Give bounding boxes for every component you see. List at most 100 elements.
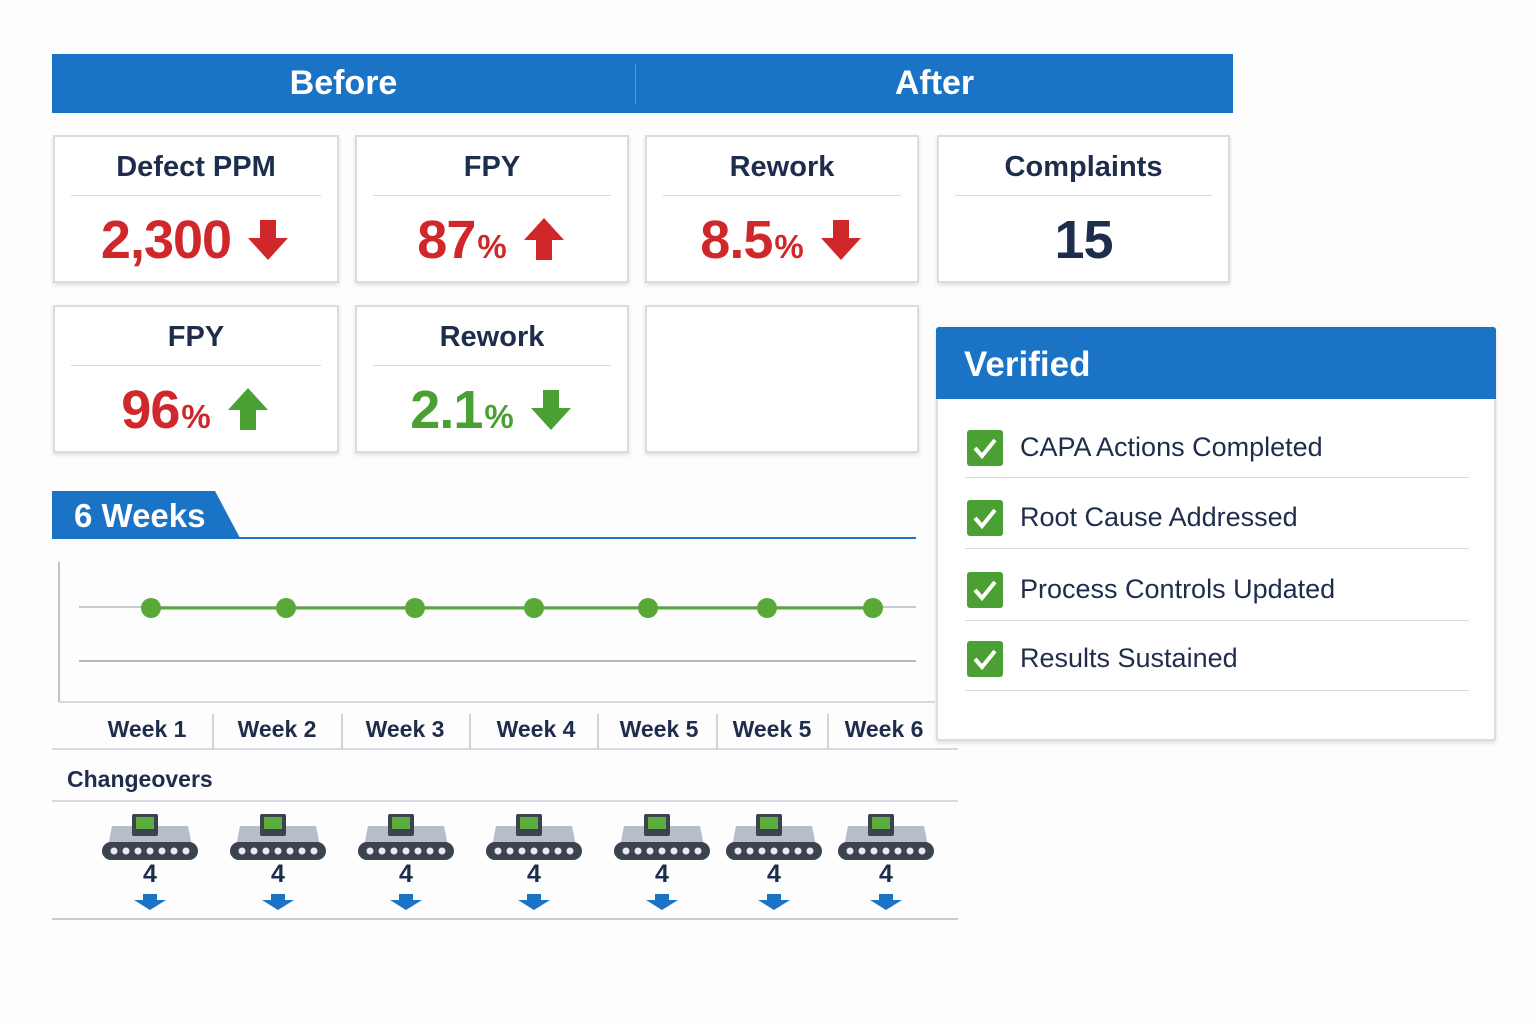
verified-title: Verified <box>964 345 1091 384</box>
conveyor-icon <box>102 814 198 910</box>
belt-roller <box>506 847 514 855</box>
belt-roller <box>426 847 434 855</box>
belt-roller <box>414 847 422 855</box>
belt-roller <box>746 847 754 855</box>
trend-arrow <box>523 218 564 260</box>
belt-roller <box>390 847 398 855</box>
check-box-fill <box>967 572 1003 608</box>
belt-roller <box>518 847 526 855</box>
belt-roller <box>402 847 410 855</box>
conveyor-icon <box>486 814 582 910</box>
belt-roller <box>906 847 914 855</box>
belt-roller <box>286 847 294 855</box>
trend-arrow-shape <box>820 220 861 260</box>
kpi-value-row: 2.1% <box>357 379 627 441</box>
changeover-count: 4 <box>767 860 781 888</box>
belt-roller <box>158 847 166 855</box>
after-label: After <box>894 64 975 102</box>
kpi-unit: % <box>484 398 514 435</box>
week-point <box>405 598 425 618</box>
trend-arrow <box>820 220 861 260</box>
before-label: Before <box>289 64 398 102</box>
belt-roller <box>554 847 562 855</box>
belt-roller <box>566 847 574 855</box>
week-point <box>524 598 544 618</box>
kpi-card: Complaints 15 <box>937 135 1230 283</box>
down-arrow <box>870 894 902 910</box>
checklist-item: Results Sustained <box>1020 643 1238 673</box>
header-bar <box>52 54 1233 113</box>
machine-screen <box>136 817 154 829</box>
kpi-label: Complaints <box>1004 151 1163 183</box>
kpi-value: 87 <box>417 210 476 270</box>
belt-roller <box>134 847 142 855</box>
kpi-unit: % <box>477 228 507 265</box>
belt-roller <box>806 847 814 855</box>
belt-roller <box>918 847 926 855</box>
kpi-value-row: 96% <box>55 379 337 441</box>
kpi-unit: % <box>774 228 804 265</box>
trend-arrow <box>248 220 289 260</box>
machine-screen <box>264 817 282 829</box>
machine-screen <box>760 817 778 829</box>
checklist-rule <box>965 690 1469 691</box>
check-box <box>967 641 1003 677</box>
kpi-unit: % <box>181 398 211 435</box>
belt-roller <box>670 847 678 855</box>
kpi-value: 15 <box>1054 210 1113 270</box>
belt-roller <box>298 847 306 855</box>
week-point <box>638 598 658 618</box>
check-box-fill <box>967 500 1003 536</box>
belt-roller <box>146 847 154 855</box>
belt-roller <box>110 847 118 855</box>
down-arrow <box>390 894 422 910</box>
changeover-count: 4 <box>655 860 669 888</box>
belt-roller <box>182 847 190 855</box>
belt-roller <box>846 847 854 855</box>
belt-roller <box>646 847 654 855</box>
belt-roller <box>682 847 690 855</box>
week-point <box>757 598 777 618</box>
week-label: Week 2 <box>237 716 317 742</box>
verified-panel: Verified CAPA Actions Completed Root Caus… <box>936 327 1496 741</box>
checklist-rule <box>965 548 1469 549</box>
week-point <box>141 598 161 618</box>
week-label: Week 6 <box>844 716 924 742</box>
kpi-separator <box>373 365 611 366</box>
check-box-fill <box>967 430 1003 466</box>
belt-roller <box>274 847 282 855</box>
changeover-count: 4 <box>527 860 541 888</box>
belt-roller <box>530 847 538 855</box>
conveyor-icon <box>838 814 934 910</box>
check-mark <box>973 438 997 460</box>
belt-roller <box>782 847 790 855</box>
checklist-rule <box>965 620 1469 621</box>
belt-roller <box>438 847 446 855</box>
check-box <box>967 500 1003 536</box>
belt-roller <box>734 847 742 855</box>
machine-screen <box>648 817 666 829</box>
belt-roller <box>262 847 270 855</box>
timeline-tab <box>52 491 240 538</box>
changeover-count: 4 <box>879 860 893 888</box>
check-mark <box>973 508 997 530</box>
week-point <box>276 598 296 618</box>
kpi-value-row: 15 <box>939 209 1228 271</box>
week-label: Week 1 <box>107 716 187 742</box>
belt-roller <box>250 847 258 855</box>
check-mark <box>973 580 997 602</box>
check-box-fill <box>967 641 1003 677</box>
week-label: Week 5 <box>732 716 812 742</box>
belt-roller <box>658 847 666 855</box>
belt-roller <box>894 847 902 855</box>
belt-roller <box>870 847 878 855</box>
conveyor-icon <box>358 814 454 910</box>
kpi-separator <box>71 195 321 196</box>
belt-roller <box>794 847 802 855</box>
kpi-label: Defect PPM <box>116 151 276 183</box>
trend-arrow <box>227 388 268 430</box>
belt-roller <box>758 847 766 855</box>
belt-roller <box>170 847 178 855</box>
